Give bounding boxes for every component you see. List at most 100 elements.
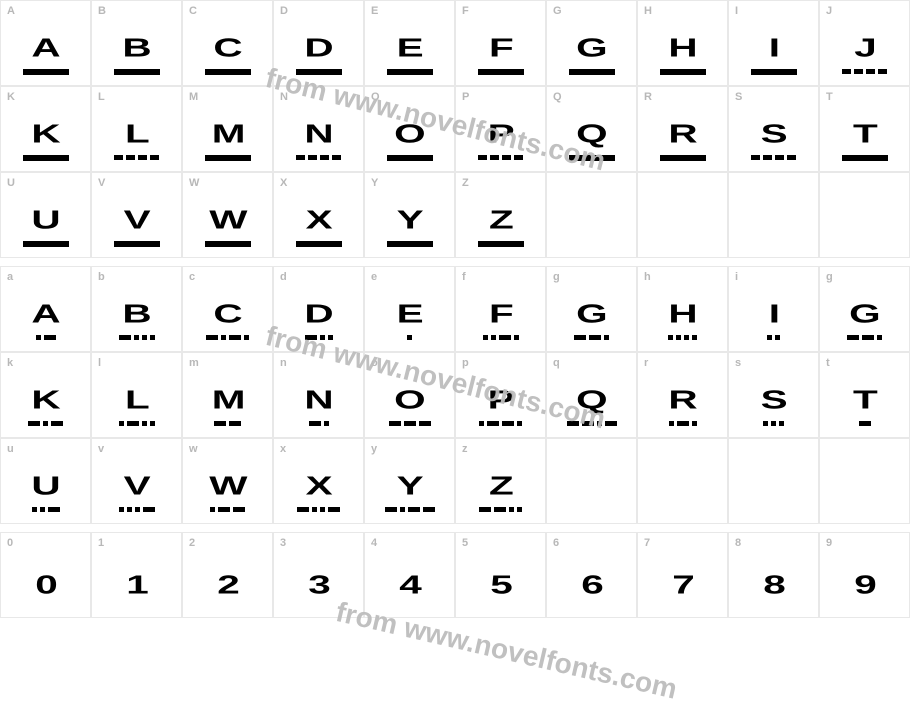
glyph-cell-empty: [819, 172, 910, 258]
glyph-wrap: A: [1, 297, 90, 343]
glyph-morse: [478, 69, 524, 75]
glyph-cell-label: 7: [644, 537, 650, 549]
glyph-morse: [387, 69, 433, 75]
glyph-cell: wW: [182, 438, 273, 524]
glyph-cell-empty: [819, 438, 910, 524]
glyph-cell-label: n: [280, 357, 287, 369]
glyph-cell-label: B: [98, 5, 106, 17]
glyph-cell-label: S: [735, 91, 742, 103]
glyph-cell: sS: [728, 352, 819, 438]
glyph-cell: pP: [455, 352, 546, 438]
glyph-cell: mM: [182, 352, 273, 438]
glyph-wrap: U: [1, 203, 90, 249]
glyph-cell: aA: [0, 266, 91, 352]
glyph-cell: 88: [728, 532, 819, 618]
glyph-cell-label: t: [826, 357, 830, 369]
glyph-char: W: [209, 208, 246, 234]
glyph-cell-label: G: [553, 5, 562, 17]
glyph-morse: [296, 69, 342, 75]
glyph-char: U: [32, 474, 60, 500]
glyph-wrap: F: [456, 31, 545, 77]
glyph-cell-label: 0: [7, 537, 13, 549]
glyph-wrap: 6: [547, 563, 636, 609]
glyph-wrap: I: [729, 31, 818, 77]
glyph-morse: [842, 69, 887, 75]
glyph-morse: [859, 421, 871, 427]
glyph-char: 5: [490, 573, 511, 599]
glyph-wrap: Z: [456, 469, 545, 515]
glyph-morse: [114, 155, 159, 161]
glyph-wrap: M: [183, 383, 272, 429]
glyph-morse: [23, 69, 69, 75]
glyph-char: 3: [308, 573, 329, 599]
glyph-cell: 99: [819, 532, 910, 618]
glyph-wrap: E: [365, 31, 454, 77]
glyph-wrap: T: [820, 383, 909, 429]
glyph-cell-label: W: [189, 177, 199, 189]
glyph-morse: [842, 155, 888, 161]
glyph-wrap: 1: [92, 563, 181, 609]
glyph-morse: [569, 155, 615, 161]
glyph-char: 2: [217, 573, 238, 599]
glyph-morse: [567, 421, 617, 427]
glyph-wrap: K: [1, 117, 90, 163]
glyph-wrap: Z: [456, 203, 545, 249]
glyph-wrap: 7: [638, 563, 727, 609]
glyph-wrap: U: [1, 469, 90, 515]
glyph-char: S: [761, 122, 787, 148]
glyph-wrap: B: [92, 31, 181, 77]
glyph-cell: NN: [273, 86, 364, 172]
glyph-wrap: P: [456, 117, 545, 163]
glyph-cell-label: o: [371, 357, 378, 369]
glyph-cell: 66: [546, 532, 637, 618]
glyph-char: E: [397, 302, 423, 328]
glyph-cell: bB: [91, 266, 182, 352]
glyph-cell-label: q: [553, 357, 560, 369]
glyph-cell-label: i: [735, 271, 738, 283]
glyph-wrap: L: [92, 117, 181, 163]
glyph-cell: tT: [819, 352, 910, 438]
glyph-cell-label: a: [7, 271, 13, 283]
glyph-cell: xX: [273, 438, 364, 524]
glyph-char: S: [761, 388, 787, 414]
glyph-wrap: X: [274, 469, 363, 515]
glyph-cell: uU: [0, 438, 91, 524]
glyph-cell: GG: [546, 0, 637, 86]
glyph-wrap: X: [274, 203, 363, 249]
glyph-wrap: B: [92, 297, 181, 343]
glyph-cell-label: f: [462, 271, 466, 283]
glyph-char: C: [214, 302, 242, 328]
glyph-wrap: 9: [820, 563, 909, 609]
glyph-cell: iI: [728, 266, 819, 352]
glyph-cell: 55: [455, 532, 546, 618]
glyph-cell: fF: [455, 266, 546, 352]
glyph-wrap: A: [1, 31, 90, 77]
glyph-cell-label: Y: [371, 177, 378, 189]
glyph-wrap: G: [820, 297, 909, 343]
glyph-cell-label: x: [280, 443, 286, 455]
glyph-char: N: [305, 388, 333, 414]
glyph-cell-label: l: [98, 357, 101, 369]
glyph-char: D: [305, 302, 333, 328]
glyph-cell-label: 9: [826, 537, 832, 549]
glyph-cell-empty: [728, 172, 819, 258]
glyph-cell-label: k: [7, 357, 13, 369]
glyph-char: X: [306, 208, 332, 234]
glyph-char: Q: [576, 388, 606, 414]
glyph-wrap: M: [183, 117, 272, 163]
glyph-cell-label: Q: [553, 91, 562, 103]
glyph-char: K: [32, 122, 60, 148]
glyph-cell: UU: [0, 172, 91, 258]
glyph-cell: lL: [91, 352, 182, 438]
glyph-char: G: [576, 36, 606, 62]
glyph-char: 7: [672, 573, 693, 599]
glyph-char: V: [124, 474, 150, 500]
glyph-cell-label: L: [98, 91, 105, 103]
glyph-cell: EE: [364, 0, 455, 86]
glyph-cell: 11: [91, 532, 182, 618]
glyph-morse: [389, 421, 431, 427]
glyph-char: I: [769, 36, 779, 62]
glyph-morse: [669, 421, 697, 427]
glyph-cell: 22: [182, 532, 273, 618]
glyph-cell-label: e: [371, 271, 377, 283]
